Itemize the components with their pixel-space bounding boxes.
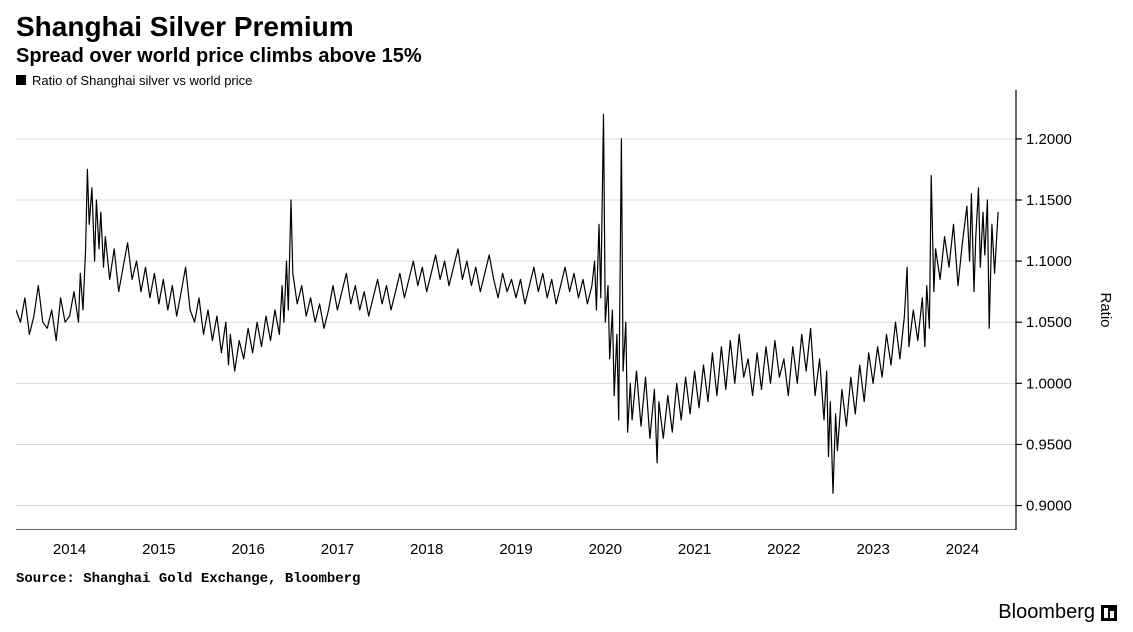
svg-text:1.0500: 1.0500 — [1026, 314, 1072, 331]
x-axis-tick-label: 2016 — [231, 541, 264, 558]
brand-logo: Bloomberg — [998, 601, 1117, 624]
svg-text:0.9500: 0.9500 — [1026, 436, 1072, 453]
svg-text:1.2000: 1.2000 — [1026, 131, 1072, 148]
source-text: Source: Shanghai Gold Exchange, Bloomber… — [16, 571, 1117, 587]
legend-label: Ratio of Shanghai silver vs world price — [32, 73, 252, 88]
x-axis-tick-label: 2019 — [499, 541, 532, 558]
x-axis-tick-label: 2018 — [410, 541, 443, 558]
svg-text:Ratio: Ratio — [1097, 292, 1114, 327]
svg-text:1.0000: 1.0000 — [1026, 375, 1072, 392]
brand-text: Bloomberg — [998, 601, 1095, 624]
x-axis-tick-label: 2022 — [767, 541, 800, 558]
x-axis-tick-label: 2014 — [53, 541, 86, 558]
legend-swatch — [16, 75, 26, 85]
line-chart-svg: 0.9000 0.9500 1.0000 1.0500 1.1000 1.1500 1.20… — [16, 90, 1116, 530]
chart-title: Shanghai Silver Premium — [16, 12, 1117, 43]
x-axis-labels: 2014 2015 2016 2017 2018 2019 2020 2021 2022 2023… — [16, 541, 1016, 569]
plot-area: 0.9000 0.9500 1.0000 1.0500 1.1000 1.1500 1.20… — [16, 90, 1117, 535]
x-axis-tick-label: 2021 — [678, 541, 711, 558]
chart-container: Shanghai Silver Premium Spread over worl… — [0, 0, 1133, 632]
x-axis-tick-label: 2015 — [142, 541, 175, 558]
bloomberg-icon — [1101, 605, 1117, 621]
chart-subtitle: Spread over world price climbs above 15% — [16, 45, 1117, 67]
x-axis-tick-label: 2017 — [321, 541, 354, 558]
x-axis-tick-label: 2024 — [946, 541, 979, 558]
legend: Ratio of Shanghai silver vs world price — [16, 73, 1117, 88]
svg-text:1.1000: 1.1000 — [1026, 253, 1072, 270]
svg-text:1.1500: 1.1500 — [1026, 192, 1072, 209]
svg-text:0.9000: 0.9000 — [1026, 497, 1072, 514]
x-axis-tick-label: 2020 — [589, 541, 622, 558]
x-axis-tick-label: 2023 — [856, 541, 889, 558]
